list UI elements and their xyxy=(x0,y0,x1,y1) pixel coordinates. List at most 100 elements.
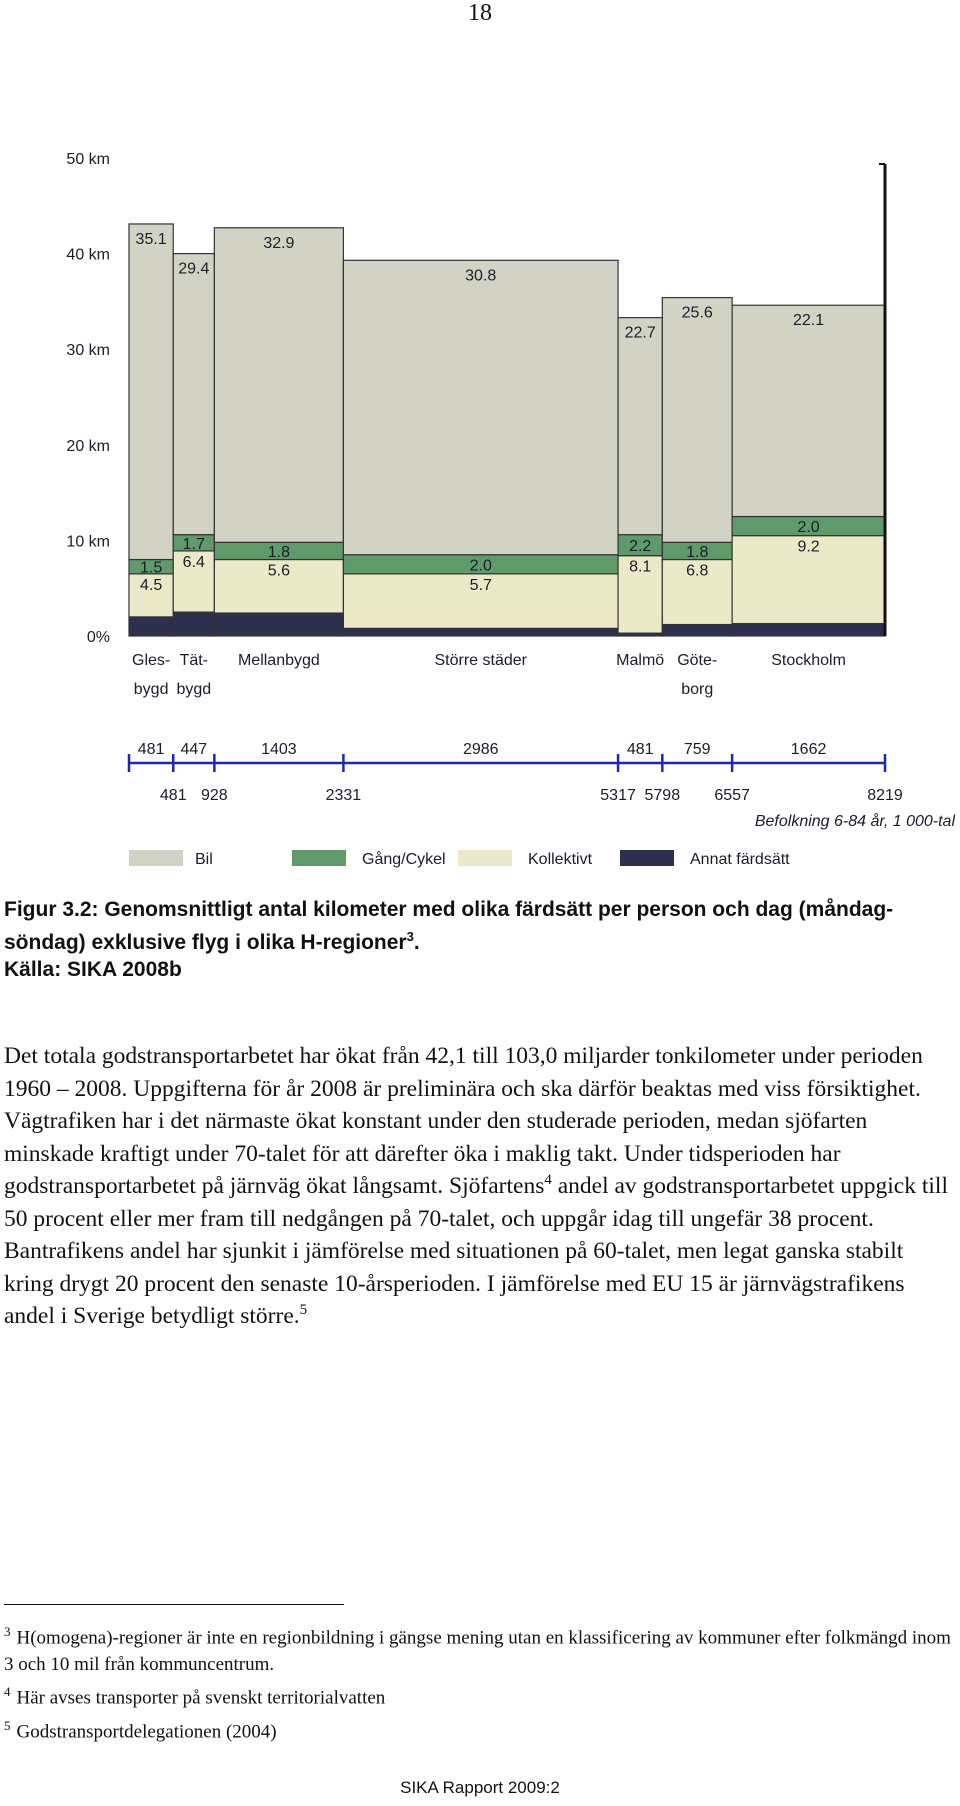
data-label: 32.9 xyxy=(263,235,294,252)
footnote-text: Godstransportdelegationen (2004) xyxy=(16,1720,277,1742)
category-label: Gles- xyxy=(132,652,170,669)
data-label: 22.7 xyxy=(625,325,656,342)
x-axis-label: Befolkning 6-84 år, 1 000-tal xyxy=(755,812,956,830)
cumulative-label: 6557 xyxy=(714,787,750,804)
page-footer: SIKA Rapport 2009:2 xyxy=(400,1778,560,1797)
bar-segment xyxy=(128,223,174,561)
data-label: 29.4 xyxy=(178,261,209,278)
footnote-ref: 3 xyxy=(406,929,414,944)
width-label: 447 xyxy=(180,741,207,758)
data-label: 6.8 xyxy=(686,563,708,580)
width-label: 481 xyxy=(138,741,165,758)
legend-label: Bil xyxy=(195,851,213,868)
category-label: bygd xyxy=(176,681,211,698)
data-label: 8.1 xyxy=(629,559,651,576)
figure-caption: Figur 3.2: Genomsnittligt antal kilomete… xyxy=(4,896,944,983)
data-label: 4.5 xyxy=(140,577,162,594)
chart: Befolkning 6-84 år, 1 000-tal 0% 10 km 20 … xyxy=(66,151,956,868)
y-tick-label: 30 km xyxy=(66,342,110,359)
footnote-number: 3 xyxy=(4,1624,11,1639)
footnote-ref: 5 xyxy=(299,1302,308,1319)
data-label: 9.2 xyxy=(797,539,819,556)
y-tick-label: 10 km xyxy=(66,533,110,550)
data-label: 25.6 xyxy=(682,305,713,322)
category-label: Stockholm xyxy=(771,652,846,669)
data-label: 2.0 xyxy=(470,557,492,574)
bar-segment xyxy=(128,616,174,637)
data-label: 6.4 xyxy=(183,554,205,571)
y-tick-label: 50 km xyxy=(66,151,110,168)
footnote-text: Här avses transporter på svenskt territo… xyxy=(16,1687,386,1709)
data-label: 5.7 xyxy=(470,577,492,594)
width-label: 759 xyxy=(684,741,711,758)
data-label: 1.8 xyxy=(268,544,290,561)
y-tick-label: 0% xyxy=(87,629,110,646)
footnote: 4 Här avses transporter på svenskt territ… xyxy=(4,1678,954,1711)
body-text-run: Det totala godstransportarbetet har ökat… xyxy=(4,1043,923,1199)
cumulative-label: 8219 xyxy=(867,787,903,804)
category-label: borg xyxy=(681,681,713,698)
y-tick-label: 40 km xyxy=(66,247,110,264)
footnote-number: 5 xyxy=(4,1717,11,1733)
data-label: 1.5 xyxy=(140,560,162,577)
legend-label: Kollektivt xyxy=(528,851,593,868)
category-label: Större städer xyxy=(434,652,527,669)
data-label: 2.0 xyxy=(797,519,819,536)
bar-segment xyxy=(213,612,345,637)
bar-segment xyxy=(172,253,215,536)
bar-segment xyxy=(731,535,886,625)
category-label: Tät- xyxy=(180,652,208,669)
width-label: 1403 xyxy=(261,741,297,758)
cumulative-label: 2331 xyxy=(326,787,362,804)
data-label: 1.7 xyxy=(183,536,205,553)
footnote-ref: 4 xyxy=(544,1172,552,1189)
footnote-number: 4 xyxy=(4,1684,11,1700)
cumulative-label: 481 xyxy=(160,787,187,804)
data-label: 35.1 xyxy=(136,231,167,248)
bar-segment xyxy=(731,304,886,518)
category-label: Malmö xyxy=(616,652,664,669)
legend-swatch xyxy=(292,850,346,866)
category-label: Göte- xyxy=(677,652,717,669)
bar-segment xyxy=(213,227,345,543)
caption-text: Figur 3.2: Genomsnittligt antal kilomete… xyxy=(4,898,894,954)
cumulative-label: 5317 xyxy=(600,787,636,804)
footnote: 3 H(omogena)-regioner är inte en regionbi… xyxy=(4,1618,954,1678)
category-label: bygd xyxy=(134,681,169,698)
footnotes: 3 H(omogena)-regioner är inte en regionbi… xyxy=(4,1618,954,1745)
bar-segment xyxy=(661,296,733,543)
data-label: 2.2 xyxy=(629,538,651,555)
category-label: Mellanbygd xyxy=(238,652,320,669)
bar-segment xyxy=(731,622,886,637)
legend-swatch xyxy=(129,850,183,866)
width-label: 1662 xyxy=(791,741,827,758)
y-tick-label: 20 km xyxy=(66,438,110,455)
legend-label: Gång/Cykel xyxy=(362,850,446,868)
width-label: 481 xyxy=(627,741,654,758)
data-label: 5.6 xyxy=(268,563,290,580)
cumulative-label: 5798 xyxy=(645,787,681,804)
width-label: 2986 xyxy=(463,741,499,758)
caption-end: . xyxy=(413,931,420,954)
legend-label: Annat färdsätt xyxy=(690,851,790,868)
footnote-text: H(omogena)-regioner är inte en regionbil… xyxy=(4,1627,951,1676)
caption-source: Källa: SIKA 2008b xyxy=(4,958,182,981)
bar-segment xyxy=(172,611,215,637)
legend-swatch xyxy=(620,850,674,866)
cumulative-label: 928 xyxy=(201,787,228,804)
bar-segment xyxy=(342,627,619,637)
bar-segment xyxy=(617,317,663,536)
bar-segment xyxy=(128,573,174,618)
footnote-rule xyxy=(4,1604,344,1605)
bar-segment xyxy=(342,259,619,556)
body-text-run: andel av godstransportarbetet uppgick ti… xyxy=(4,1173,948,1329)
data-label: 30.8 xyxy=(465,267,496,284)
footnote: 5 Godstransportdelegationen (2004) xyxy=(4,1712,954,1745)
legend-swatch xyxy=(458,850,512,866)
bar-segment xyxy=(661,623,733,637)
data-label: 22.1 xyxy=(793,312,824,329)
body-text: Det totala godstransportarbetet har ökat… xyxy=(4,1040,954,1333)
bar-segment xyxy=(213,558,345,614)
data-label: 1.8 xyxy=(686,544,708,561)
